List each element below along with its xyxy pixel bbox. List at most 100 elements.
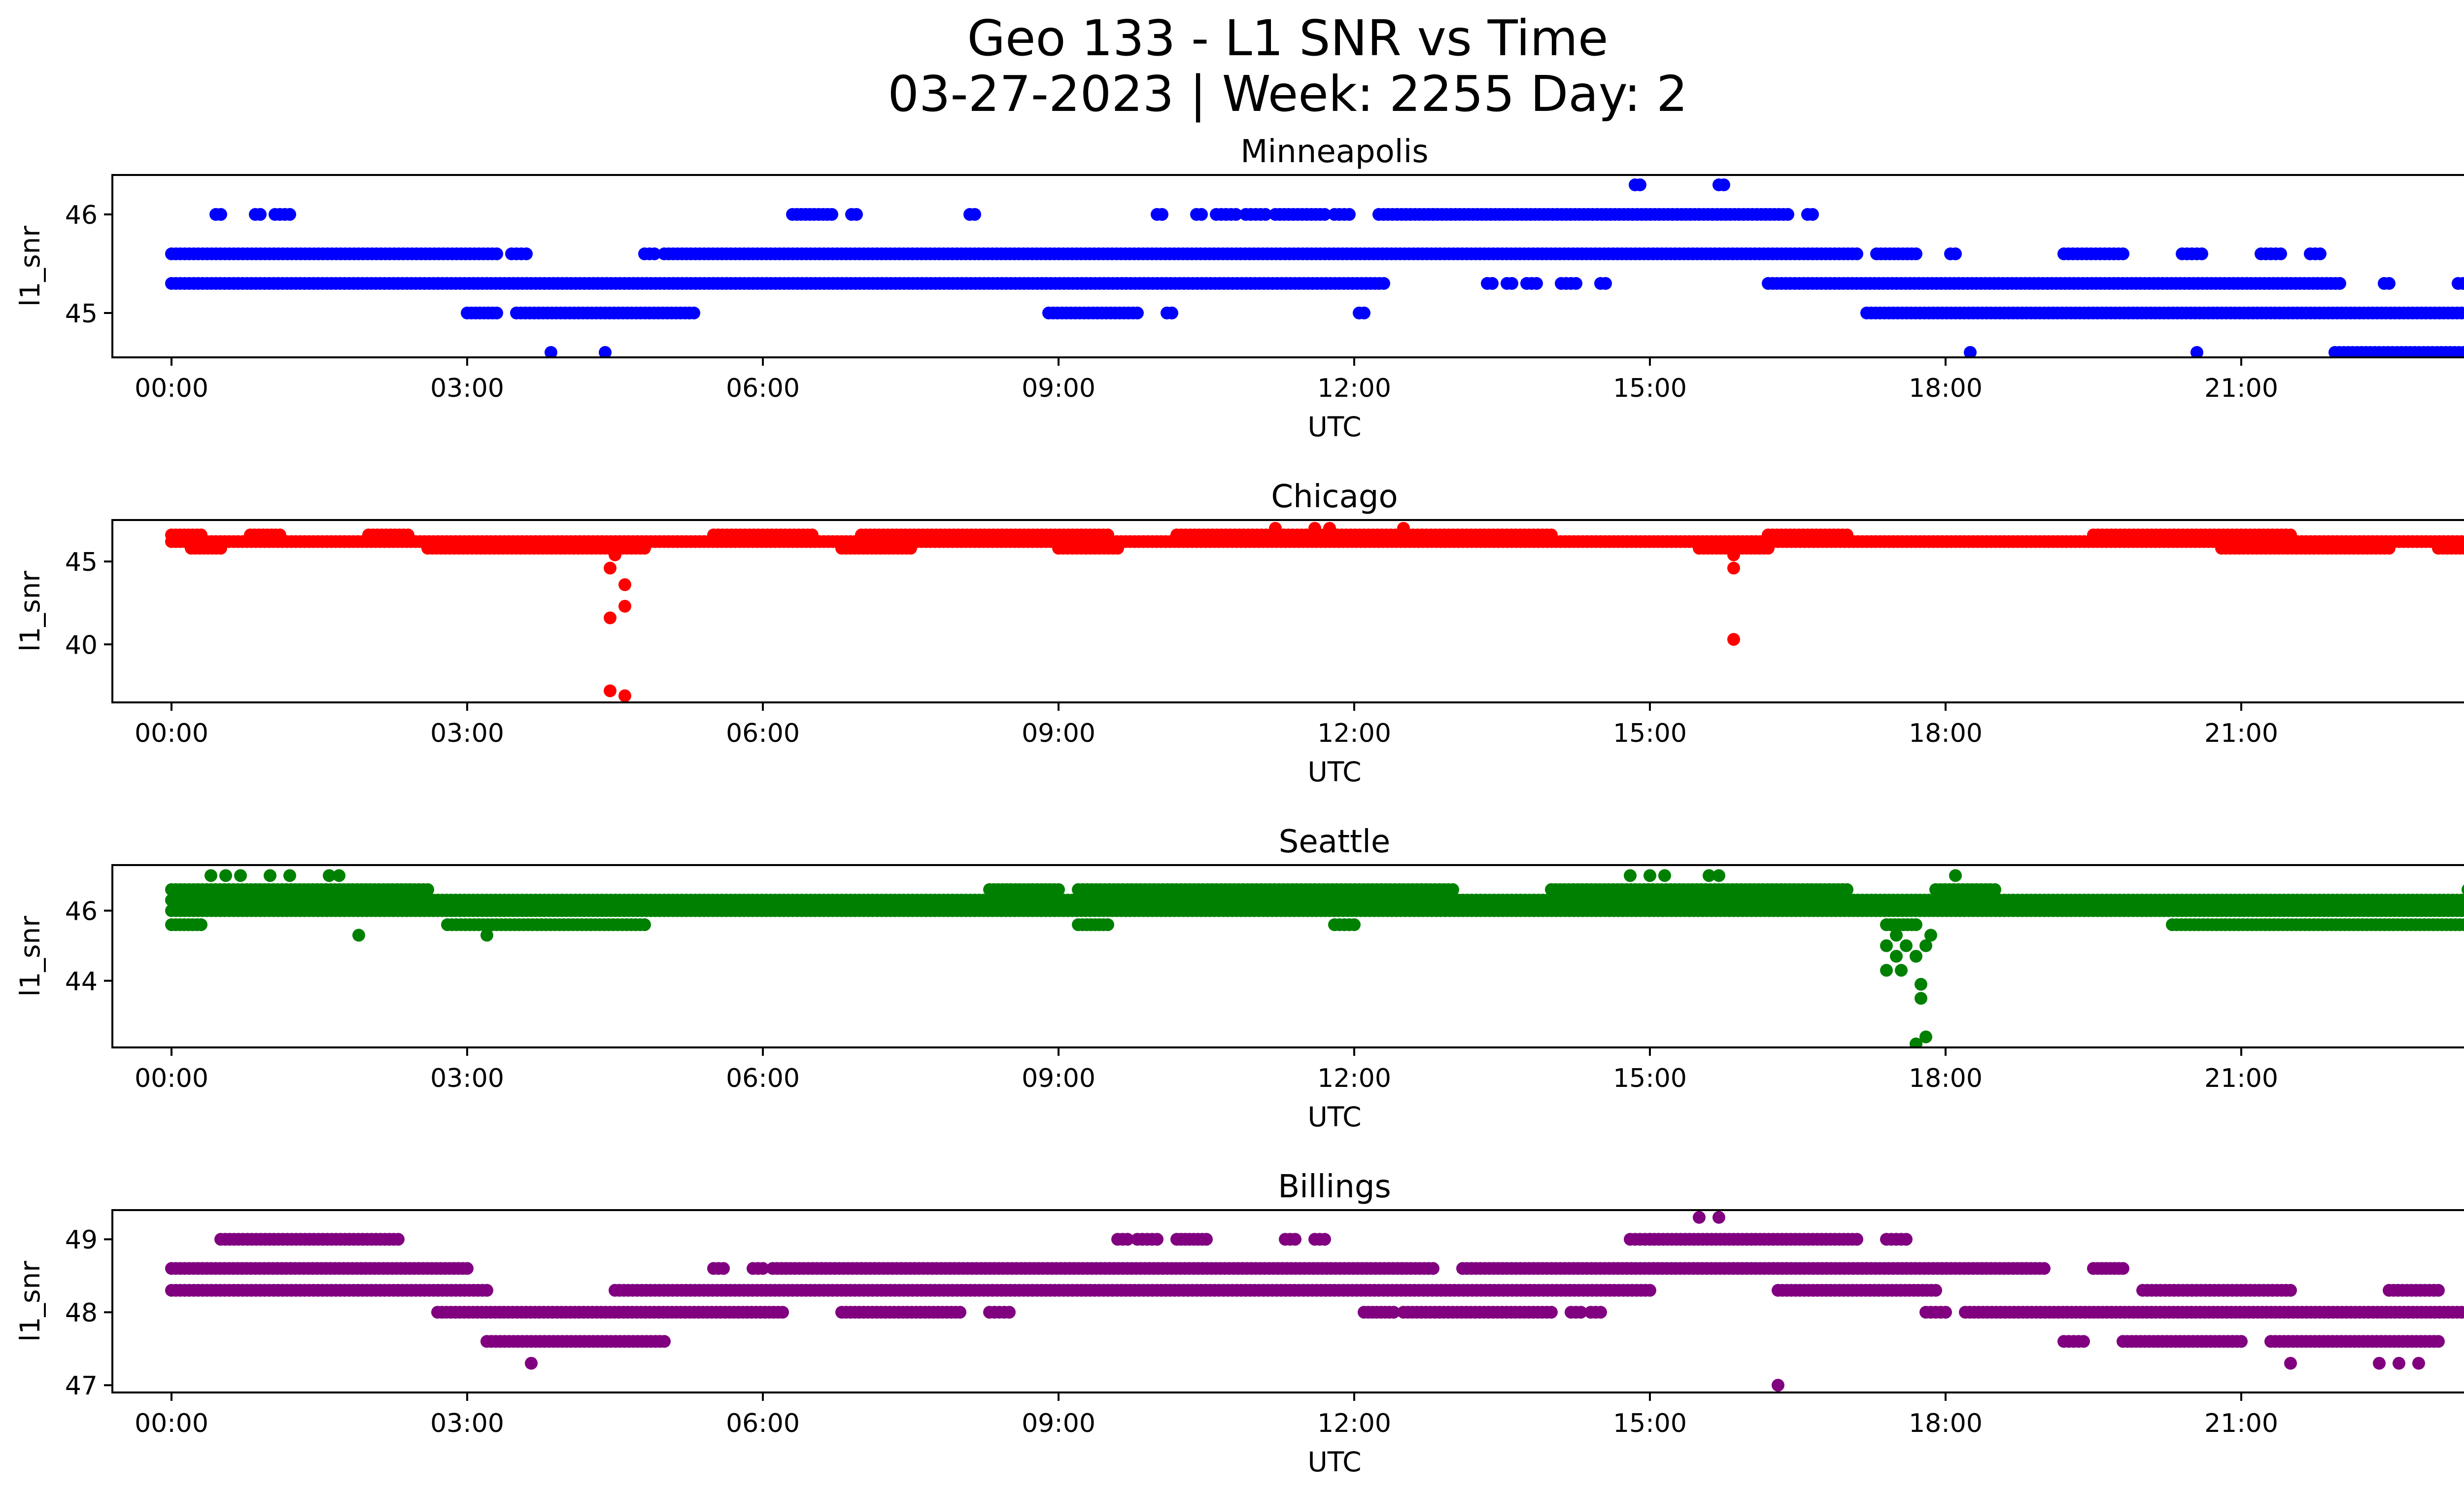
data-point [1910,918,1922,931]
data-point [717,1262,730,1275]
data-point [1318,208,1331,221]
data-point [1259,208,1272,221]
data-point [1643,869,1656,882]
data-point [2195,247,2208,260]
data-point [1850,247,1863,260]
x-tick-label: 12:00 [1317,374,1391,403]
x-tick-label: 09:00 [1022,374,1095,403]
data-point [1052,883,1065,896]
x-tick-label: 18:00 [1909,719,1983,748]
panel-title: Minneapolis [1240,134,1428,170]
data-point [392,1233,405,1246]
data-point [954,1306,966,1319]
x-tick-label: 00:00 [135,374,208,403]
data-point [2460,1306,2464,1319]
axes-frame [111,174,2464,358]
data-point [1727,548,1740,561]
data-point [1570,277,1582,290]
data-points [165,522,2464,702]
data-point [1195,208,1208,221]
data-point [2284,528,2297,542]
data-point [1712,869,1725,882]
x-tick-label: 21:00 [2204,719,2278,748]
data-point [618,599,631,613]
data-point [2333,277,2346,290]
data-point [2459,904,2464,917]
data-point [1624,869,1637,882]
data-point [609,548,621,561]
data-point [1269,522,1282,535]
y-tick-label: 44 [65,967,98,997]
data-point [1131,307,1144,319]
x-tick-label: 06:00 [726,719,800,748]
data-point [1915,992,1927,1005]
x-tick-label: 03:00 [430,374,504,403]
data-point [421,883,434,896]
y-tick-label: 46 [65,897,98,927]
data-point [1895,964,1908,977]
data-point [2117,1262,2129,1275]
data-point [1658,869,1671,882]
data-point [2463,544,2464,553]
data-point [1506,277,1518,290]
data-point [352,929,365,942]
data-point [1988,883,2001,896]
data-point [490,247,503,260]
y-tick-label: 45 [65,548,98,577]
data-point [1165,307,1178,319]
data-point [461,1262,474,1275]
data-point [1939,1306,1952,1319]
x-tick-label: 15:00 [1613,1064,1687,1093]
figure-subtitle: 03-27-2023 | Week: 2255 Day: 2 [888,65,1687,123]
data-point [402,528,414,542]
data-point [1101,528,1114,542]
data-point [1289,1233,1301,1246]
x-tick-label: 06:00 [726,1064,800,1093]
data-point [254,208,267,221]
figure-title: Geo 133 - L1 SNR vs Time [967,9,1608,67]
data-point [1343,208,1356,221]
data-point [1634,178,1646,191]
data-point [618,689,631,702]
x-tick-label: 12:00 [1317,1064,1391,1093]
data-point [2462,884,2464,895]
data-point [1890,929,1903,942]
data-point [1446,883,1459,896]
data-point [323,869,336,882]
data-point [1151,1233,1164,1246]
x-tick-label: 12:00 [1317,719,1391,748]
data-point [1919,939,1932,952]
data-point [904,542,917,555]
data-point [806,528,819,542]
data-point [2458,918,2464,931]
data-point [825,208,838,221]
data-point [776,1306,789,1319]
data-point [1924,929,1937,942]
data-point [2462,278,2464,289]
x-tick-label: 09:00 [1022,1064,1095,1093]
data-point [2432,1284,2445,1297]
data-point [1599,277,1612,290]
data-point [1377,277,1390,290]
data-point [283,208,296,221]
x-tick-label: 09:00 [1022,719,1095,748]
data-point [1703,869,1715,882]
data-point [1762,542,1775,555]
data-point [1949,247,1962,260]
data-point [214,208,227,221]
panel-title: Billings [1278,1169,1391,1205]
data-point [1643,1284,1656,1297]
x-tick-label: 03:00 [430,719,504,748]
data-point [2038,1262,2051,1275]
x-tick-label: 18:00 [1909,1064,1983,1093]
data-point [214,542,227,555]
data-point [604,684,616,697]
data-point [195,528,207,542]
x-tick-label: 03:00 [430,1064,504,1093]
data-point [2314,247,2327,260]
data-point [599,346,612,357]
